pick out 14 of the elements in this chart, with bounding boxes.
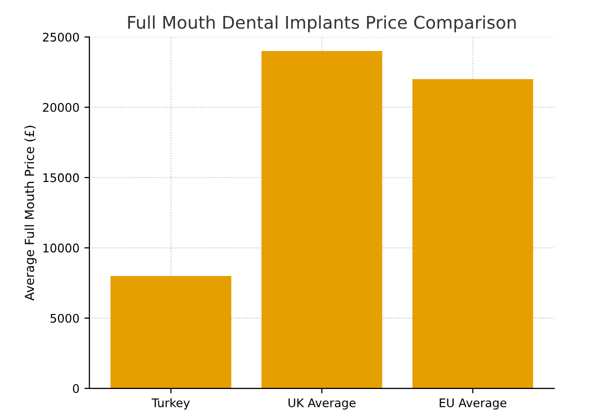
y-tick-label: 0 (72, 384, 79, 394)
y-tick-label: 25000 (42, 32, 79, 42)
x-tick-label: UK Average (288, 398, 356, 410)
y-tick-label: 10000 (43, 244, 79, 252)
x-tick-label: EU Average (440, 398, 506, 410)
chart-title: Full Mouth Dental Implants Price Comparison (128, 15, 516, 32)
bar (110, 276, 232, 388)
y-tick-label: 5000 (50, 314, 79, 323)
y-tick-label: 15000 (43, 173, 79, 182)
y-tick-label: 20000 (42, 102, 79, 112)
bar (261, 51, 382, 388)
bar (412, 79, 534, 388)
y-axis-title: Average Full Mouth Price (£) (24, 126, 37, 301)
x-tick-label: Turkey (152, 398, 190, 410)
